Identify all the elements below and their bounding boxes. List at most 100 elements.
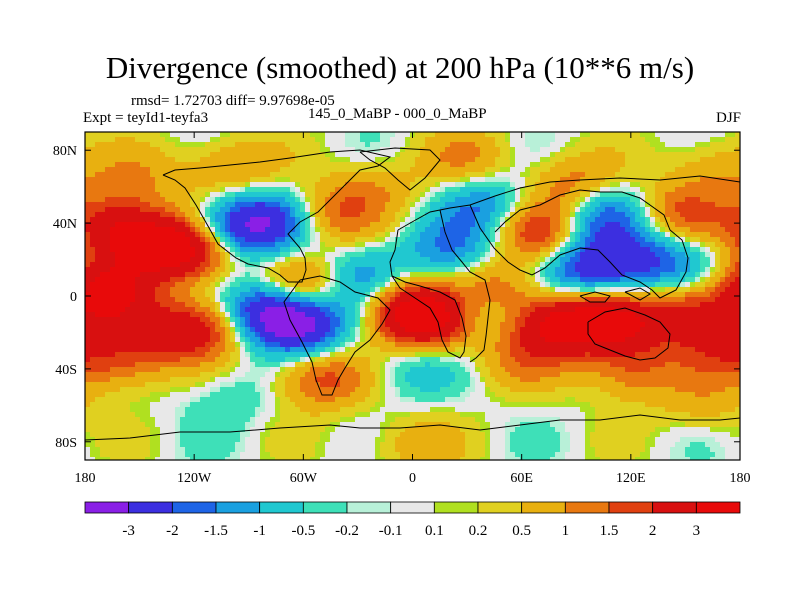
field-cell <box>245 207 251 213</box>
field-cell <box>380 397 386 403</box>
field-cell <box>190 147 196 153</box>
field-cell <box>240 152 246 158</box>
field-cell <box>180 442 186 448</box>
field-cell <box>425 347 431 353</box>
field-cell <box>90 347 96 353</box>
field-cell <box>405 277 411 283</box>
field-cell <box>255 247 261 253</box>
field-cell <box>375 247 381 253</box>
field-cell <box>135 392 141 398</box>
field-cell <box>140 172 146 178</box>
field-cell <box>250 442 256 448</box>
field-cell <box>155 417 161 423</box>
field-cell <box>140 337 146 343</box>
field-cell <box>290 432 296 438</box>
field-cell <box>460 232 466 238</box>
field-cell <box>420 282 426 288</box>
field-cell <box>300 187 306 193</box>
field-cell <box>445 187 451 193</box>
field-cell <box>295 282 301 288</box>
field-cell <box>105 272 111 278</box>
field-cell <box>335 267 341 273</box>
field-cell <box>305 332 311 338</box>
field-cell <box>310 437 316 443</box>
field-cell <box>190 357 196 363</box>
field-cell <box>315 327 321 333</box>
field-cell <box>460 312 466 318</box>
field-cell <box>430 177 436 183</box>
field-cell <box>425 287 431 293</box>
field-cell <box>415 282 421 288</box>
field-cell <box>405 402 411 408</box>
field-cell <box>185 227 191 233</box>
field-cell <box>220 432 226 438</box>
field-cell <box>210 137 216 143</box>
field-cell <box>95 407 101 413</box>
field-cell <box>150 247 156 253</box>
field-cell <box>380 172 386 178</box>
field-cell <box>255 147 261 153</box>
field-cell <box>400 432 406 438</box>
field-cell <box>210 282 216 288</box>
field-cell <box>275 137 281 143</box>
field-cell <box>200 172 206 178</box>
field-cell <box>330 177 336 183</box>
field-cell <box>345 197 351 203</box>
field-cell <box>370 187 376 193</box>
field-cell <box>415 377 421 383</box>
field-cell <box>360 307 366 313</box>
field-cell <box>180 422 186 428</box>
field-cell <box>225 222 231 228</box>
field-cell <box>165 322 171 328</box>
field-cell <box>180 237 186 243</box>
field-cell <box>235 442 241 448</box>
field-cell <box>240 432 246 438</box>
field-cell <box>110 447 116 453</box>
field-cell <box>280 172 286 178</box>
field-cell <box>185 152 191 158</box>
field-cell <box>230 302 236 308</box>
field-cell <box>390 142 396 148</box>
field-cell <box>245 202 251 208</box>
field-cell <box>425 247 431 253</box>
field-cell <box>375 277 381 283</box>
field-cell <box>385 432 391 438</box>
field-cell <box>95 382 101 388</box>
field-cell <box>135 147 141 153</box>
field-cell <box>365 317 371 323</box>
field-cell <box>190 342 196 348</box>
field-cell <box>225 432 231 438</box>
field-cell <box>150 407 156 413</box>
field-cell <box>85 207 91 213</box>
field-cell <box>450 362 456 368</box>
field-cell <box>405 372 411 378</box>
field-cell <box>435 132 441 138</box>
field-cell <box>285 357 291 363</box>
field-cell <box>225 232 231 238</box>
field-cell <box>385 352 391 358</box>
field-cell <box>95 202 101 208</box>
field-cell <box>445 242 451 248</box>
field-cell <box>120 422 126 428</box>
field-cell <box>320 357 326 363</box>
field-cell <box>440 407 446 413</box>
field-cell <box>110 222 116 228</box>
field-cell <box>155 367 161 373</box>
field-cell <box>390 372 396 378</box>
field-cell <box>260 162 266 168</box>
field-cell <box>175 442 181 448</box>
field-cell <box>375 422 381 428</box>
field-cell <box>395 292 401 298</box>
field-cell <box>170 162 176 168</box>
field-cell <box>290 337 296 343</box>
field-cell <box>180 152 186 158</box>
field-cell <box>370 332 376 338</box>
field-cell <box>280 417 286 423</box>
field-cell <box>125 357 131 363</box>
field-cell <box>120 402 126 408</box>
field-cell <box>270 202 276 208</box>
field-cell <box>435 262 441 268</box>
field-cell <box>150 412 156 418</box>
field-cell <box>295 427 301 433</box>
field-cell <box>455 422 461 428</box>
